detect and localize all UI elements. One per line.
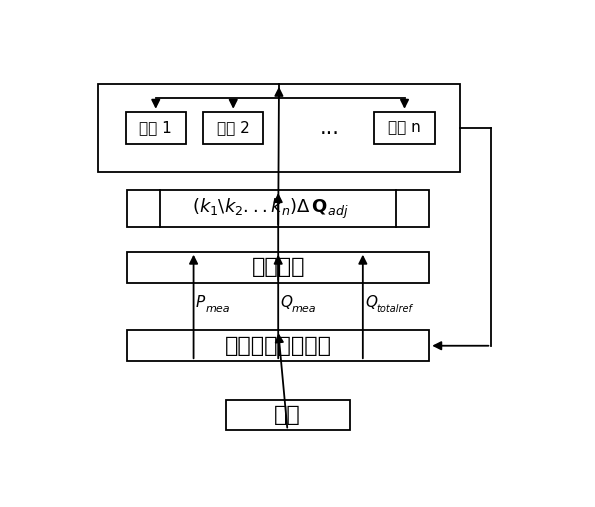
Bar — [127, 190, 430, 227]
Text: totalref: totalref — [376, 304, 412, 314]
Text: 电网: 电网 — [274, 405, 301, 425]
Text: 风机 1: 风机 1 — [139, 120, 172, 135]
Text: Q: Q — [365, 295, 377, 310]
Text: 风机 n: 风机 n — [388, 120, 421, 135]
Bar — [374, 112, 435, 144]
Text: 逻辑环节: 逻辑环节 — [252, 257, 305, 277]
Bar — [126, 112, 186, 144]
Text: mea: mea — [205, 304, 230, 314]
Text: mea: mea — [292, 304, 316, 314]
Bar — [127, 252, 430, 282]
Text: 风电场无功控制点: 风电场无功控制点 — [225, 336, 331, 356]
Text: 风机 2: 风机 2 — [217, 120, 250, 135]
Bar — [226, 400, 349, 430]
Text: ...: ... — [320, 118, 340, 138]
Bar — [203, 112, 264, 144]
Bar — [98, 84, 461, 172]
Text: $(k_1\backslash k_2...k_n)\Delta\,\mathbf{Q}_{adj}$: $(k_1\backslash k_2...k_n)\Delta\,\mathb… — [192, 197, 349, 221]
Bar — [127, 331, 430, 361]
Text: Q: Q — [280, 295, 293, 310]
Text: P: P — [196, 295, 205, 310]
